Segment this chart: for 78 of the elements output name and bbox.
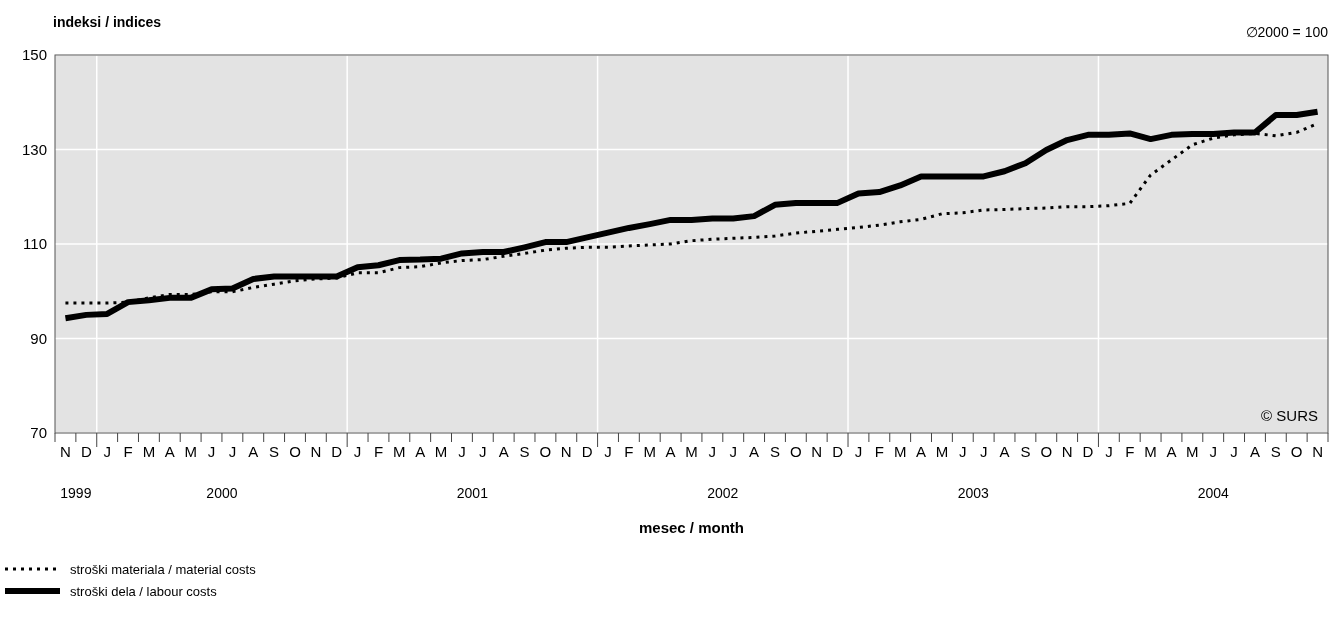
x-tick-label: D [331,443,343,460]
x-tick-label: J [1230,443,1238,460]
x-tick-label: F [1125,443,1135,460]
y-axis-title: indeksi / indices [53,14,162,30]
y-tick-label: 150 [21,46,47,64]
x-tick-label: S [1270,443,1281,460]
x-tick-label: N [1061,443,1073,460]
x-tick-label: J [353,443,362,460]
x-tick-label: O [1040,443,1053,460]
x-tick-label: A [1249,443,1260,460]
x-tick-label: A [415,443,426,460]
y-tick-label: 110 [23,235,47,253]
x-tick-label: N [560,443,572,460]
x-tick-label: A [498,443,509,460]
x-tick-label: J [479,443,487,460]
text: 2001 [456,485,489,501]
x-tick-label: M [1144,443,1157,460]
x-tick-label: F [874,443,884,460]
x-tick-label: F [373,443,384,460]
x-tick-label: J [228,443,237,460]
x-tick-label: O [790,443,802,460]
x-tick-label: F [123,443,133,460]
legend-label: stroški dela / labour costs [70,583,218,599]
text: 2004 [1197,485,1229,501]
legend-label: stroški materiala / material costs [70,561,257,577]
x-tick-label: O [289,443,301,460]
x-tick-label: J [458,443,466,460]
text: 2002 [707,485,739,501]
x-tick-label: J [604,443,612,460]
x-tick-label: S [519,443,530,460]
x-tick-label: J [1209,443,1217,460]
x-tick-label: M [184,443,197,460]
y-tick-label: 130 [21,140,47,158]
x-tick-label: D [1082,443,1094,460]
x-tick-label: S [1020,443,1031,460]
text: 1999 [60,485,92,501]
x-tick-label: M [434,443,448,460]
x-tick-label: J [1105,443,1113,460]
text: ∅2000 = 100 [1245,24,1329,40]
x-tick-label: M [393,443,406,460]
x-tick-label: S [269,443,280,460]
x-tick-label: J [959,443,967,460]
x-tick-label: N [1312,443,1323,460]
text: 2003 [957,485,990,501]
x-tick-label: N [811,443,823,460]
x-tick-label: D [832,443,844,460]
x-tick-label: M [935,443,949,460]
x-tick-label: A [1166,443,1177,460]
x-axis-title: mesec / month [638,519,745,536]
x-tick-label: O [539,443,552,460]
x-tick-label: A [749,443,760,460]
x-tick-label: M [643,443,657,460]
y-tick-label: 70 [30,424,47,442]
x-tick-label: M [1186,443,1199,460]
x-tick-label: N [60,443,71,460]
x-tick-label: M [142,443,156,460]
x-tick-label: J [103,443,111,460]
x-tick-label: S [769,443,780,460]
x-tick-label: D [581,443,593,460]
x-tick-label: J [708,443,717,460]
x-tick-label: A [999,443,1010,460]
x-tick-label: A [665,443,676,460]
x-tick-label: D [80,443,92,460]
x-tick-label: O [1290,443,1303,460]
x-tick-label: J [979,443,988,460]
x-tick-label: A [164,443,175,460]
x-tick-label: M [685,443,698,460]
annotation: © SURS [1261,407,1318,424]
y-tick-label: 90 [30,329,47,347]
x-tick-label: N [310,443,322,460]
x-tick-label: J [729,443,737,460]
x-tick-label: A [916,443,927,460]
x-tick-label: J [854,443,863,460]
x-tick-label: M [893,443,907,460]
text: 2000 [206,485,238,501]
x-tick-label: J [207,443,216,460]
x-tick-label: F [624,443,634,460]
x-tick-label: A [248,443,259,460]
